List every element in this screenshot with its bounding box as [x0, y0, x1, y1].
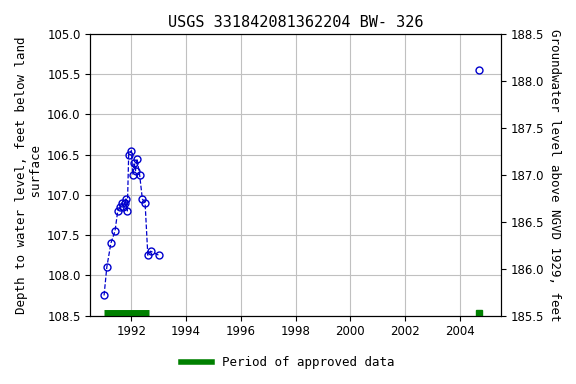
Y-axis label: Depth to water level, feet below land
 surface: Depth to water level, feet below land su…	[15, 36, 43, 313]
Title: USGS 331842081362204 BW- 326: USGS 331842081362204 BW- 326	[168, 15, 423, 30]
Y-axis label: Groundwater level above NGVD 1929, feet: Groundwater level above NGVD 1929, feet	[548, 28, 561, 321]
Legend: Period of approved data: Period of approved data	[176, 351, 400, 374]
